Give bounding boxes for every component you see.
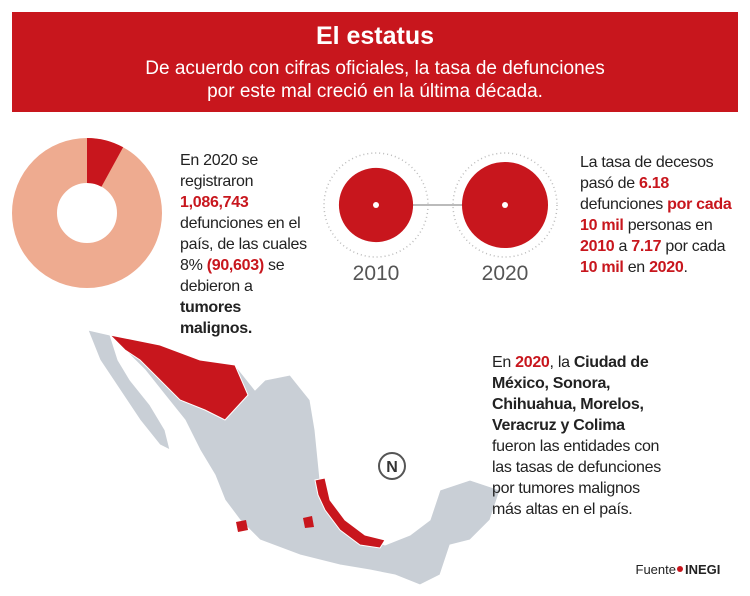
map: N <box>87 329 501 586</box>
map-peninsula <box>87 329 171 451</box>
text: 8% <box>180 257 203 274</box>
text: 2010 <box>580 238 615 255</box>
text: 7.17 <box>631 238 662 255</box>
rate-dot <box>502 202 508 208</box>
text: personas en <box>623 217 713 234</box>
footer-dot <box>677 566 683 572</box>
footer-source: INEGI <box>685 562 720 577</box>
map-highlight <box>314 477 386 549</box>
map-highlight <box>108 334 249 421</box>
text: , la <box>549 354 574 371</box>
text-block: En 2020, la Ciudad de México, Sonora, Ch… <box>492 352 672 520</box>
donut-slice <box>87 138 124 187</box>
title: El estatus <box>316 22 434 50</box>
rate-outline <box>452 152 558 258</box>
subtitle: De acuerdo con cifras oficiales, la tasa… <box>145 58 604 79</box>
text: 10 mil <box>580 259 624 276</box>
year-label: 2010 <box>353 262 400 285</box>
text: tumores malignos. <box>180 299 252 337</box>
rate-circles: 2010 2020 <box>323 152 558 285</box>
text: a <box>614 238 632 255</box>
map-highlight <box>303 516 314 528</box>
text: 6.18 <box>638 175 669 192</box>
text: . <box>683 259 688 276</box>
text: 2020 <box>515 354 550 371</box>
text: 2020 <box>649 259 684 276</box>
text: defunciones <box>580 196 668 213</box>
compass <box>378 452 406 480</box>
text-block: En 2020 se registraron 1,086,743 defunci… <box>180 150 312 339</box>
text: en <box>623 259 650 276</box>
text: por cada 10 mil <box>580 196 732 234</box>
text: 1,086,743 <box>180 194 249 211</box>
compass-label: N <box>386 459 398 476</box>
text: La tasa de decesos pasó de <box>580 154 714 192</box>
rate-outline <box>323 152 429 258</box>
text: defunciones en el país, de las cuales <box>180 215 307 253</box>
text: se debieron a <box>180 257 285 295</box>
text: Ciudad de México, Sonora, Chihuahua, Mor… <box>492 354 649 434</box>
text: En <box>492 354 516 371</box>
text: (90,603) <box>206 257 265 274</box>
donut <box>12 138 162 288</box>
rate-dot <box>373 202 379 208</box>
year-label: 2020 <box>482 262 529 285</box>
text-block: La tasa de decesos pasó de 6.18 defuncio… <box>580 152 740 278</box>
footer-label: Fuente <box>636 562 676 577</box>
text: por cada <box>661 238 726 255</box>
text: En 2020 se registraron <box>180 152 258 190</box>
text: fueron las entidades con las tasas de de… <box>492 438 661 518</box>
subtitle: por este mal creció en la última década. <box>207 81 543 102</box>
header-band <box>12 12 738 112</box>
map-highlight <box>236 520 248 532</box>
